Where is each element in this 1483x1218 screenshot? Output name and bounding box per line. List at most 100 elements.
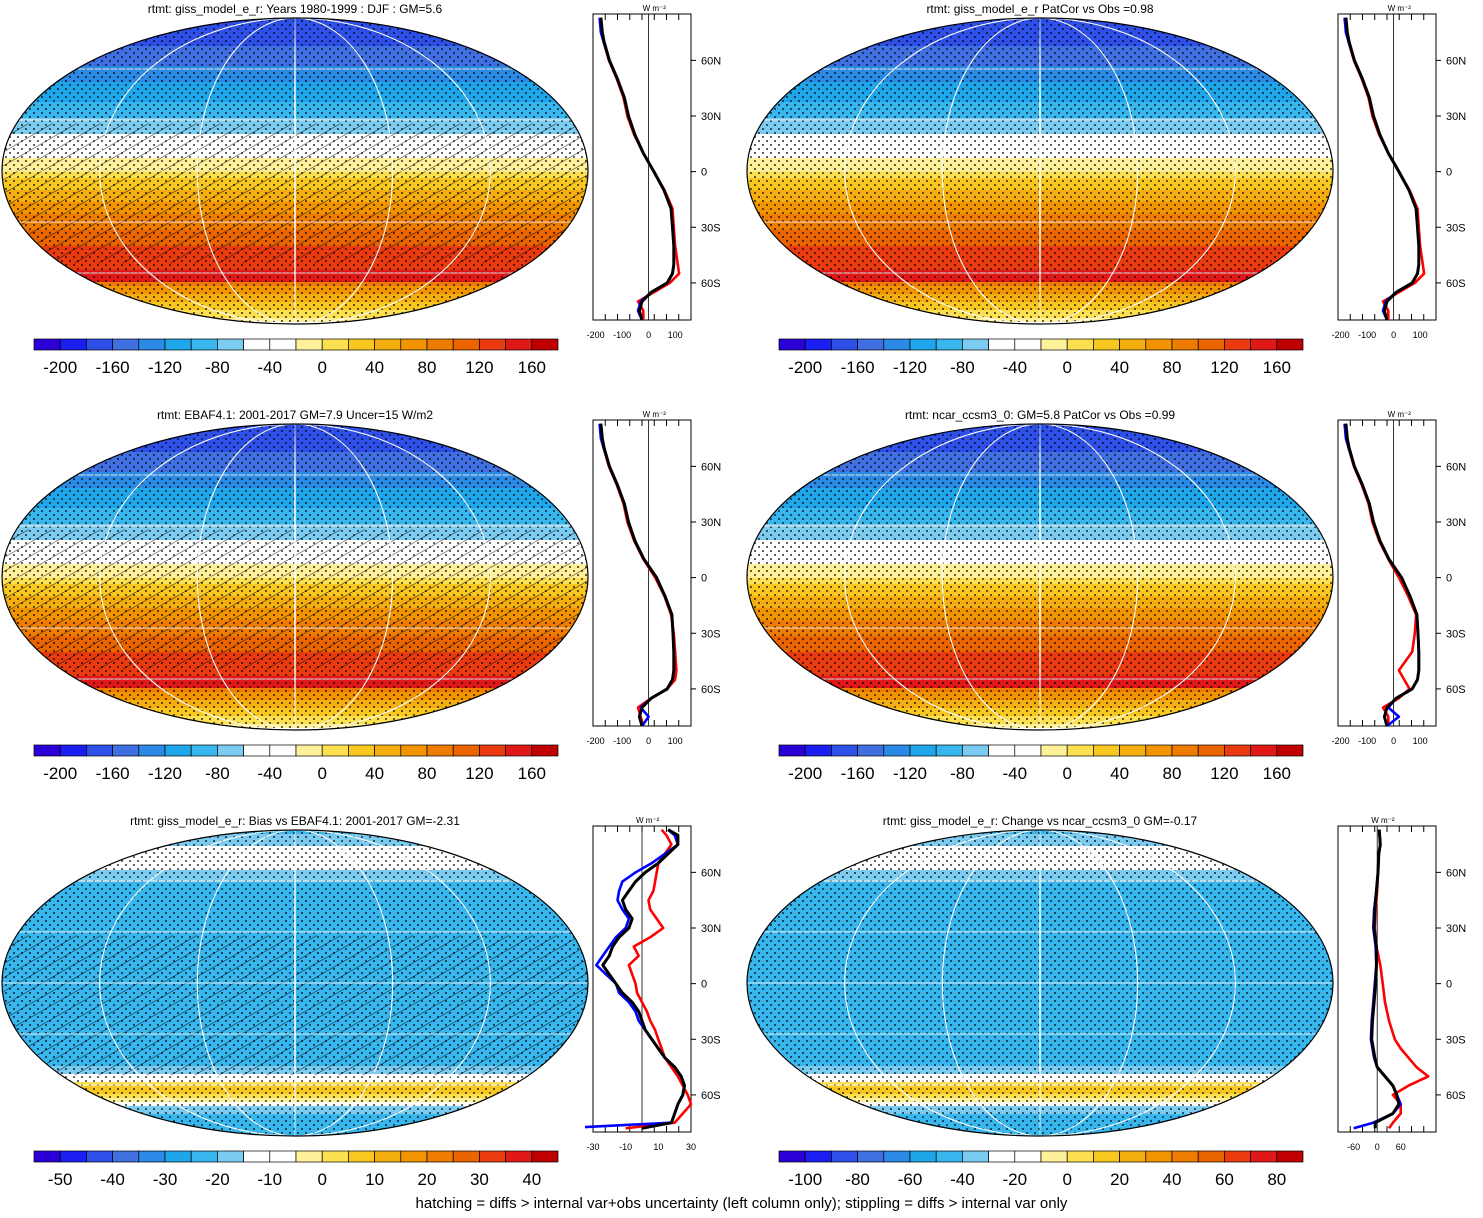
- colorbar-swatch: [86, 1150, 113, 1163]
- colorbar-swatch: [505, 1150, 533, 1163]
- x-tick-label: -100: [613, 330, 631, 340]
- x-tick-label: 0: [1391, 330, 1396, 340]
- colorbar-swatch: [909, 338, 937, 351]
- profile-line-black: [599, 423, 676, 727]
- lat-label: 30N: [701, 111, 721, 123]
- panel-top-right: rtmt: giss_model_e_r PatCor vs Obs =0.98…: [745, 0, 1483, 406]
- colorbar-label: 0: [317, 1170, 326, 1189]
- lat-label: 30S: [701, 1034, 721, 1046]
- longitude-gridline: [294, 18, 296, 324]
- colorbar-swatch: [112, 744, 140, 757]
- colorbar-swatch: [988, 1150, 1016, 1163]
- panel-bottom-left: rtmt: giss_model_e_r: Bias vs EBAF4.1: 2…: [0, 812, 741, 1218]
- map-border: [1, 423, 589, 731]
- x-tick-label: 100: [668, 736, 683, 746]
- colorbar-swatch: [1066, 744, 1094, 757]
- colorbar-label: 0: [1062, 358, 1071, 377]
- lat-label: 30S: [701, 222, 721, 234]
- colorbar-swatch: [1224, 338, 1251, 351]
- zonal-profile: W m⁻² -200 -100 0 100 60N 30N 0 30S 60S: [1332, 4, 1467, 340]
- x-tick-label: 30: [686, 1142, 696, 1152]
- colorbar-swatch: [295, 1150, 323, 1163]
- lat-label: 60S: [701, 278, 721, 290]
- profile-line-black: [1370, 829, 1401, 1129]
- lat-label: 30S: [701, 628, 721, 640]
- colorbar-swatch: [1171, 744, 1199, 757]
- lat-label: 0: [1446, 167, 1452, 179]
- colorbar-swatch: [33, 744, 61, 757]
- map-border: [1, 17, 589, 325]
- profile-line-black: [1344, 17, 1421, 321]
- colorbar-label: -160: [841, 764, 875, 783]
- colorbar-swatch: [243, 1150, 271, 1163]
- zonal-profile: W m⁻² -30 -10 10 30 60N 30N 0 30S 60S: [585, 816, 721, 1152]
- colorbar-label: -120: [893, 358, 927, 377]
- colorbar-label: -80: [205, 764, 230, 783]
- lat-label: 60N: [701, 867, 721, 879]
- colorbar-swatch: [190, 744, 218, 757]
- colorbar-swatch: [1250, 1150, 1278, 1163]
- lat-label: 30N: [1446, 111, 1466, 123]
- longitude-gridline: [844, 830, 1236, 1136]
- x-tick-label: -60: [1347, 1142, 1360, 1152]
- colorbar-label: 40: [1163, 1170, 1182, 1189]
- colorbar-label: 120: [465, 358, 493, 377]
- colorbar-swatch: [1040, 744, 1068, 757]
- colorbar-label: 80: [1163, 764, 1182, 783]
- colorbar: -200-160-120-80-4004080120160200: [778, 744, 1304, 783]
- footer-caption: hatching = diffs > internal var+obs unce…: [415, 1195, 1068, 1212]
- colorbar-swatch: [112, 338, 140, 351]
- colorbar-swatch: [857, 338, 885, 351]
- colorbar-swatch: [452, 744, 480, 757]
- colorbar-label: -80: [950, 764, 975, 783]
- colorbar-label: -40: [258, 358, 283, 377]
- lat-label: 60S: [1446, 278, 1466, 290]
- colorbar-swatch: [33, 1150, 61, 1163]
- colorbar-label: 0: [1062, 764, 1071, 783]
- colorbar-swatch: [988, 744, 1016, 757]
- colorbar-label: 0: [317, 764, 326, 783]
- lat-label: 30S: [1446, 1034, 1466, 1046]
- colorbar-label: 30: [470, 1170, 489, 1189]
- colorbar-label: 40: [365, 358, 384, 377]
- longitude-gridline: [844, 18, 1236, 324]
- map-border: [1, 829, 589, 1137]
- colorbar-swatch: [138, 338, 166, 351]
- colorbar-label: 80: [1267, 1170, 1286, 1189]
- x-tick-label: -100: [1358, 736, 1376, 746]
- lat-label: 30S: [1446, 628, 1466, 640]
- colorbar-swatch: [1276, 1150, 1304, 1163]
- colorbar-swatch: [988, 338, 1016, 351]
- colorbar-swatch: [479, 338, 506, 351]
- colorbar-label: -200: [788, 764, 822, 783]
- lat-label: 60N: [701, 461, 721, 473]
- colorbar-swatch: [400, 1150, 428, 1163]
- colorbar-label: -120: [148, 358, 182, 377]
- colorbar-swatch: [1276, 744, 1304, 757]
- map-plot: [746, 17, 1334, 325]
- colorbar-swatch: [348, 744, 375, 757]
- colorbar-swatch: [295, 744, 323, 757]
- colorbar-swatch: [1197, 1150, 1225, 1163]
- colorbar-swatch: [1171, 1150, 1199, 1163]
- colorbar-swatch: [935, 1150, 963, 1163]
- colorbar-swatch: [321, 338, 349, 351]
- colorbar-swatch: [909, 744, 937, 757]
- colorbar-swatch: [1119, 1150, 1147, 1163]
- colorbar-label: 40: [1110, 358, 1129, 377]
- colorbar-swatch: [1040, 1150, 1068, 1163]
- colorbar-label: -120: [893, 764, 927, 783]
- colorbar-swatch: [217, 1150, 244, 1163]
- longitude-gridline: [99, 830, 491, 1136]
- colorbar-swatch: [59, 1150, 87, 1163]
- x-tick-label: 100: [1413, 736, 1428, 746]
- colorbar-label: -40: [100, 1170, 125, 1189]
- profile-unit: W m⁻²: [1388, 4, 1412, 13]
- colorbar: -200-160-120-80-4004080120160200: [33, 744, 559, 783]
- colorbar-swatch: [883, 338, 911, 351]
- colorbar-swatch: [1224, 744, 1251, 757]
- lat-label: 30S: [1446, 222, 1466, 234]
- colorbar-swatch: [452, 338, 480, 351]
- colorbar-swatch: [400, 744, 428, 757]
- colorbar-swatch: [505, 338, 533, 351]
